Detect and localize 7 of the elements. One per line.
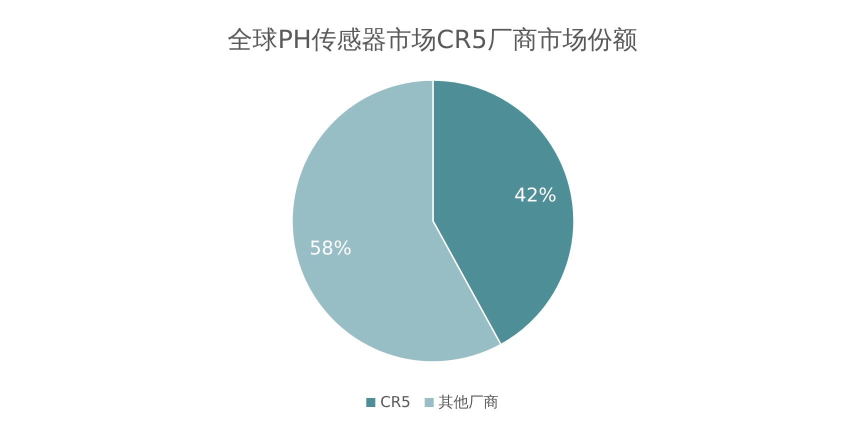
pie-slice <box>432 79 574 346</box>
pie-slice <box>292 79 502 363</box>
data-label: 42% <box>514 184 557 207</box>
legend-label: CR5 <box>380 393 411 411</box>
chart-title: 全球PH传感器市场CR5厂商市场份额 <box>228 25 638 54</box>
data-label: 58% <box>309 237 352 260</box>
legend-label: 其他厂商 <box>438 393 499 411</box>
